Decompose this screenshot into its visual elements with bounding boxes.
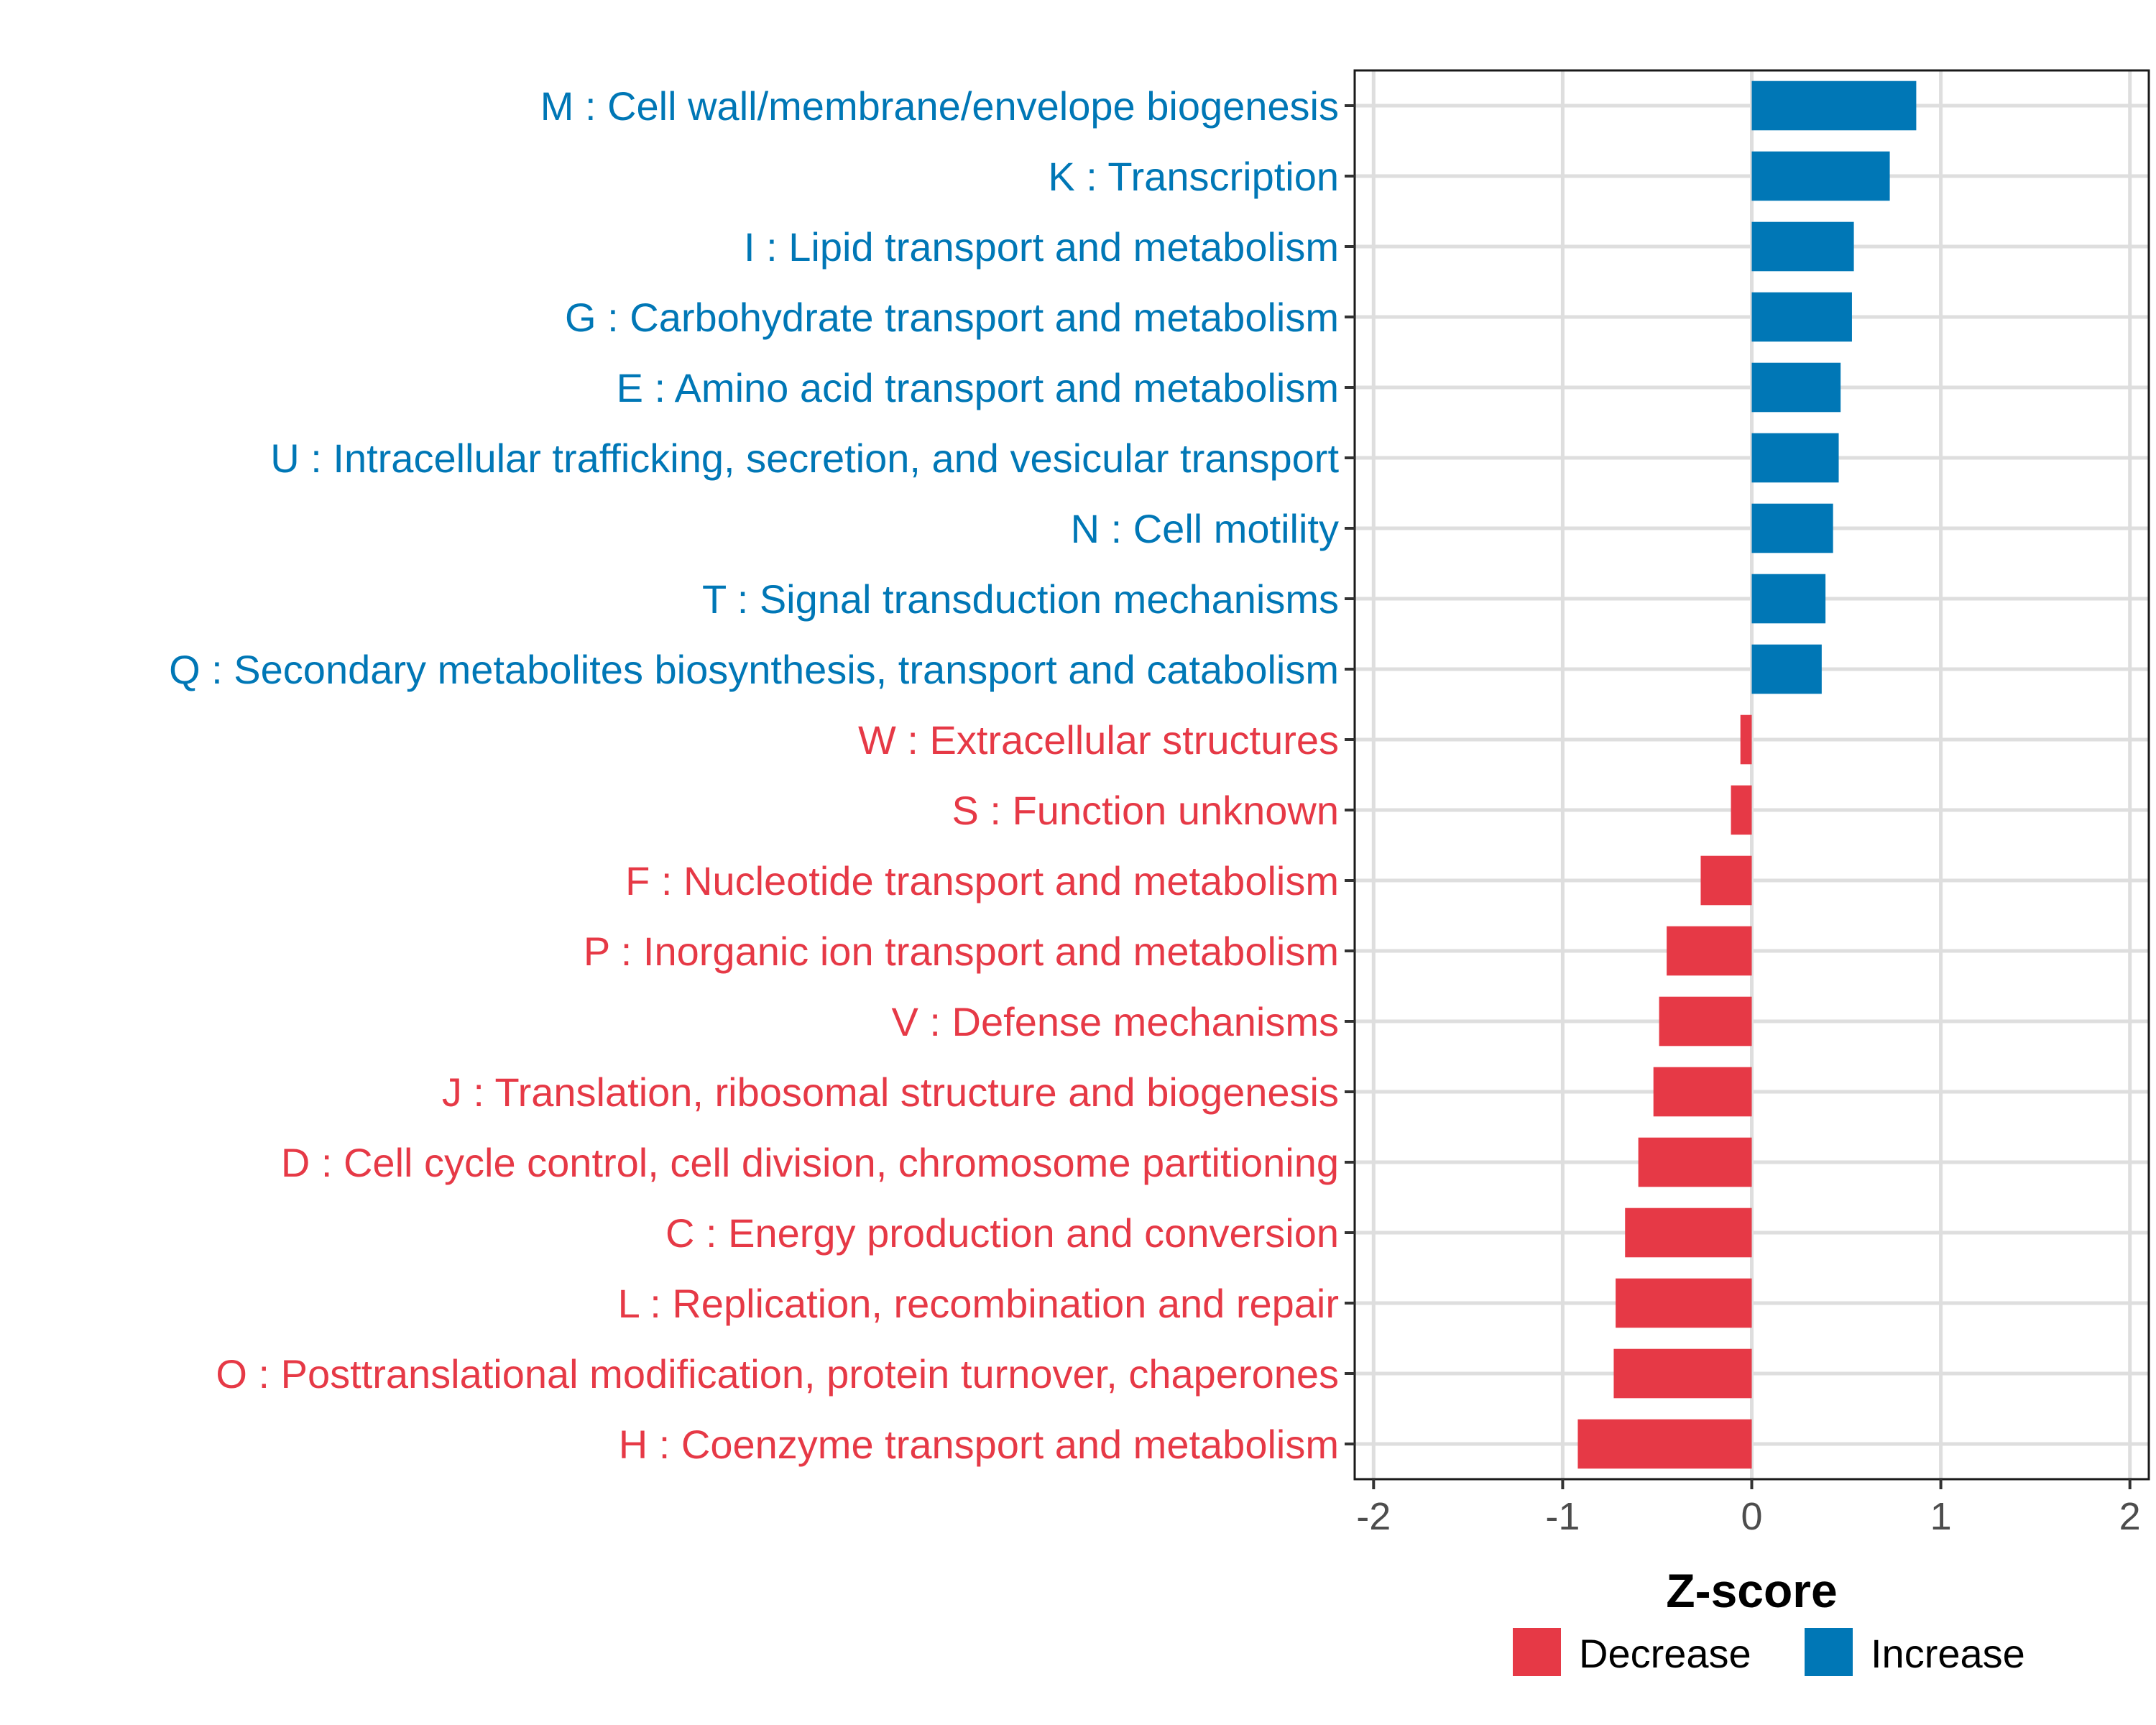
category-label: C : Energy production and conversion <box>665 1210 1339 1256</box>
category-label: P : Inorganic ion transport and metaboli… <box>584 929 1339 974</box>
category-label: I : Lipid transport and metabolism <box>744 224 1339 270</box>
bar <box>1616 1278 1752 1328</box>
bar <box>1740 714 1752 765</box>
legend-label: Decrease <box>1579 1631 1751 1676</box>
category-label: H : Coenzyme transport and metabolism <box>619 1422 1339 1467</box>
category-label: V : Defense mechanisms <box>892 999 1339 1044</box>
bar <box>1653 1067 1752 1117</box>
bar <box>1751 644 1822 694</box>
bar <box>1751 574 1826 624</box>
category-label: S : Function unknown <box>952 788 1339 833</box>
legend: Decrease Increase <box>1513 1628 2025 1676</box>
x-tick-label: 0 <box>1741 1495 1762 1538</box>
legend-swatch <box>1513 1628 1561 1676</box>
category-label: D : Cell cycle control, cell division, c… <box>281 1140 1339 1185</box>
bar <box>1731 785 1752 835</box>
category-label: T : Signal transduction mechanisms <box>702 576 1339 622</box>
bar <box>1751 292 1852 342</box>
bars <box>1577 80 1917 1469</box>
bar <box>1751 221 1854 272</box>
legend-label: Increase <box>1871 1631 2025 1676</box>
category-label: M : Cell wall/membrane/envelope biogenes… <box>540 83 1339 129</box>
bar <box>1577 1419 1752 1469</box>
category-label: K : Transcription <box>1048 154 1339 199</box>
bar <box>1751 362 1841 413</box>
category-label: E : Amino acid transport and metabolism <box>617 365 1339 410</box>
category-labels: M : Cell wall/membrane/envelope biogenes… <box>169 83 1355 1467</box>
x-tick-label: -1 <box>1545 1495 1580 1538</box>
bar <box>1638 1137 1752 1187</box>
bar <box>1625 1208 1752 1258</box>
category-label: G : Carbohydrate transport and metabolis… <box>565 295 1339 340</box>
x-tick-label: 2 <box>2119 1495 2141 1538</box>
bar <box>1700 855 1752 906</box>
legend-swatch <box>1805 1628 1853 1676</box>
category-label: J : Translation, ribosomal structure and… <box>442 1070 1339 1115</box>
category-label: L : Replication, recombination and repai… <box>618 1281 1339 1326</box>
category-label: W : Extracellular structures <box>858 717 1339 763</box>
x-tick-label: -2 <box>1356 1495 1391 1538</box>
category-label: N : Cell motility <box>1071 506 1339 551</box>
x-axis-title: Z-score <box>1666 1564 1837 1617</box>
category-label: U : Intracellular trafficking, secretion… <box>270 436 1339 481</box>
bar <box>1751 433 1839 483</box>
category-label: F : Nucleotide transport and metabolism <box>625 858 1339 903</box>
category-label: O : Posttranslational modification, prot… <box>216 1351 1339 1397</box>
x-axis-ticks: -2 -1 0 1 2 <box>1356 1479 2141 1538</box>
x-tick-label: 1 <box>1930 1495 1952 1538</box>
bar <box>1751 151 1890 201</box>
bar <box>1751 503 1833 553</box>
category-label: Q : Secondary metabolites biosynthesis, … <box>169 647 1339 692</box>
bar <box>1659 996 1752 1046</box>
bar <box>1751 80 1917 131</box>
bar <box>1667 926 1752 976</box>
bar <box>1613 1348 1752 1399</box>
